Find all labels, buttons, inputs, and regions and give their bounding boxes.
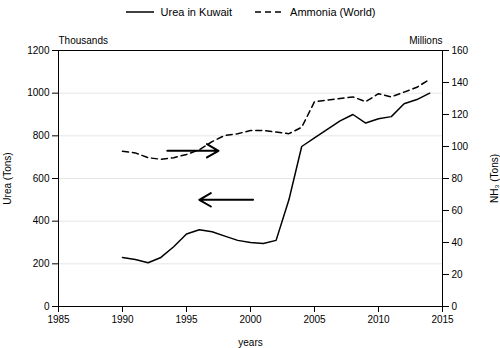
svg-text:200: 200: [33, 258, 50, 269]
svg-text:years: years: [238, 337, 262, 348]
svg-text:400: 400: [33, 215, 50, 226]
svg-text:20: 20: [452, 269, 464, 280]
svg-text:800: 800: [33, 130, 50, 141]
svg-text:100: 100: [452, 141, 469, 152]
svg-text:120: 120: [452, 109, 469, 120]
svg-text:2015: 2015: [431, 314, 454, 325]
html-text:Ammonia (World): Ammonia (World): [290, 6, 376, 18]
svg-text:Millions: Millions: [409, 35, 442, 46]
svg-text:1990: 1990: [111, 314, 134, 325]
svg-text:80: 80: [452, 173, 464, 184]
svg-text:Urea (Tons): Urea (Tons): [2, 152, 13, 204]
svg-text:NH₃ (Tons): NH₃ (Tons): [489, 154, 500, 203]
svg-text:40: 40: [452, 237, 464, 248]
html-text:Urea in Kuwait: Urea in Kuwait: [160, 6, 233, 18]
svg-text:0: 0: [452, 301, 458, 312]
svg-text:1200: 1200: [27, 45, 50, 56]
svg-text:140: 140: [452, 77, 469, 88]
svg-text:Thousands: Thousands: [59, 35, 108, 46]
svg-text:60: 60: [452, 205, 464, 216]
svg-text:160: 160: [452, 45, 469, 56]
svg-text:2000: 2000: [239, 314, 262, 325]
svg-text:1995: 1995: [175, 314, 198, 325]
svg-text:2005: 2005: [303, 314, 326, 325]
svg-text:0: 0: [44, 301, 50, 312]
svg-text:2010: 2010: [367, 314, 390, 325]
svg-text:1000: 1000: [27, 87, 50, 98]
svg-text:600: 600: [33, 173, 50, 184]
svg-text:1985: 1985: [47, 314, 70, 325]
